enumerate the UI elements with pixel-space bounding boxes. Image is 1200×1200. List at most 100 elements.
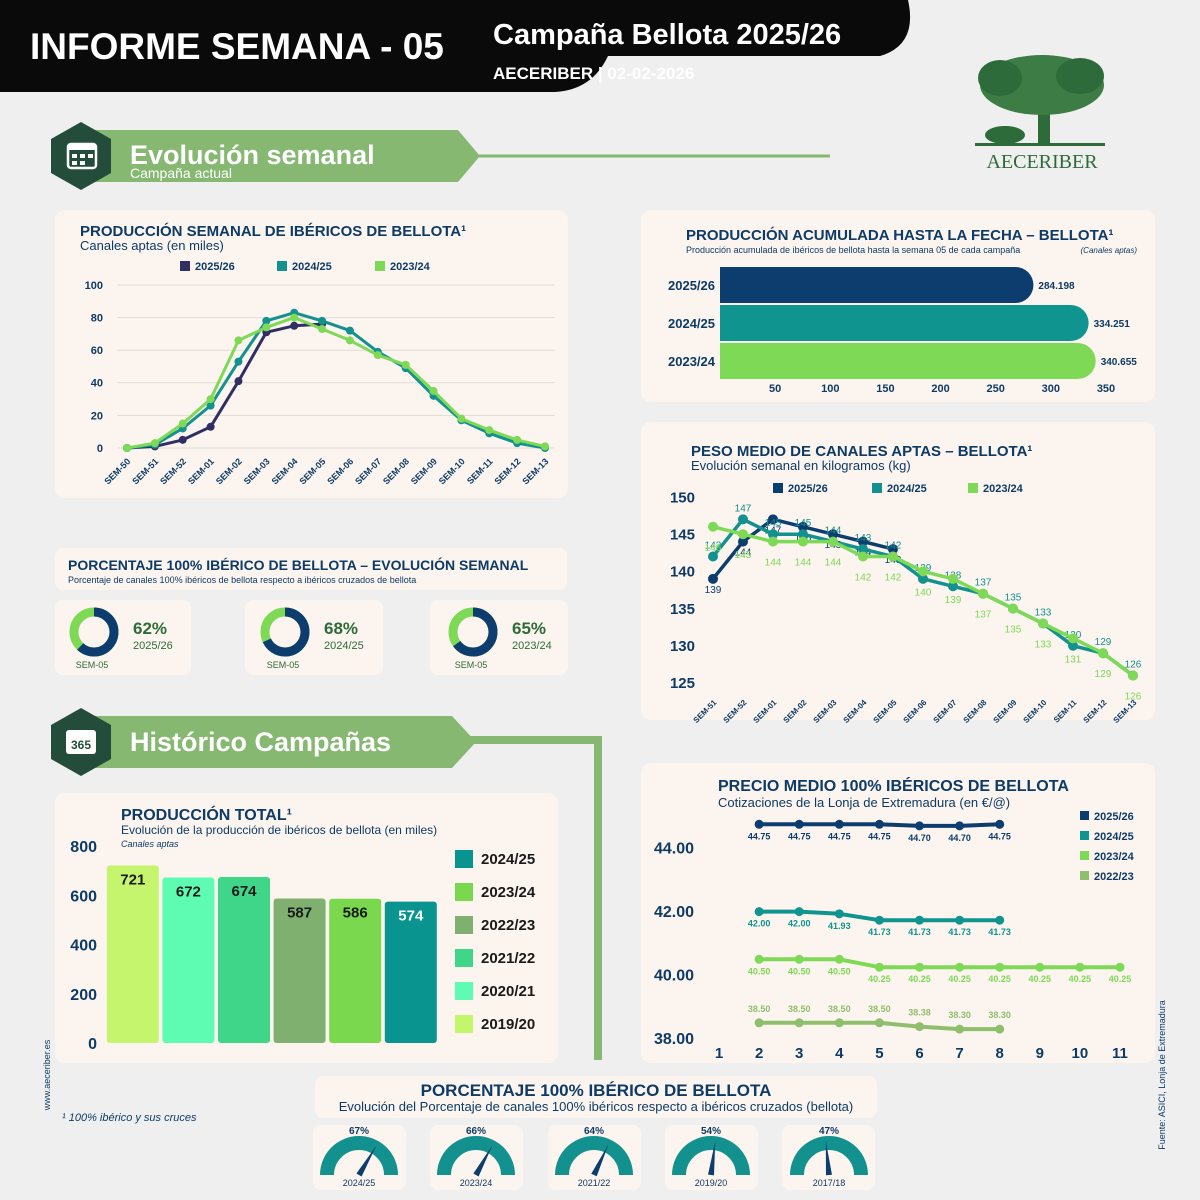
data-label: 67% xyxy=(349,1126,369,1137)
chart-subtitle: Producción acumulada de ibéricos de bell… xyxy=(686,245,1020,255)
x-tick-label: 11 xyxy=(1112,1045,1128,1062)
data-label: 68% xyxy=(324,619,358,638)
y-tick-label: 20 xyxy=(91,410,103,422)
data-point xyxy=(318,316,327,325)
legend-label: 2023/24 xyxy=(983,483,1024,495)
data-point xyxy=(485,426,494,435)
data-point xyxy=(915,915,924,925)
data-label: 41.73 xyxy=(988,927,1011,937)
legend-swatch xyxy=(455,982,473,1000)
data-point xyxy=(798,536,808,547)
y-tick-label: 40 xyxy=(91,378,103,390)
data-point xyxy=(888,544,898,555)
y-tick-label: 42.00 xyxy=(654,904,694,921)
data-point xyxy=(345,336,354,345)
legend-swatch xyxy=(180,261,190,271)
section-line xyxy=(470,736,602,1060)
data-point xyxy=(768,536,778,547)
data-point xyxy=(1128,670,1138,681)
bar xyxy=(106,865,159,1043)
legend-label: 2020/21 xyxy=(481,983,535,1000)
data-label: 126 xyxy=(1125,692,1142,703)
legend-swatch xyxy=(1080,871,1089,880)
data-label: 44.75 xyxy=(868,831,891,841)
legend-swatch xyxy=(1080,831,1089,840)
data-point xyxy=(948,581,958,592)
data-label: 144 xyxy=(735,548,752,559)
data-label: 42.00 xyxy=(788,919,811,929)
data-label: 47% xyxy=(819,1126,839,1137)
calendar-cell xyxy=(72,154,77,158)
legend-swatch xyxy=(872,483,882,493)
data-point xyxy=(794,954,804,964)
data-point xyxy=(768,529,778,540)
data-label: 40.25 xyxy=(1029,974,1052,984)
week-label: SEM-05 xyxy=(455,660,488,670)
tree-crown xyxy=(978,60,1022,96)
data-point xyxy=(123,444,131,452)
gauge-arc xyxy=(790,1136,868,1176)
y-tick-label: 600 xyxy=(70,888,97,905)
data-label: 147 xyxy=(735,503,752,514)
card xyxy=(430,1125,523,1190)
data-label: 40.25 xyxy=(1109,974,1132,984)
data-label: 144 xyxy=(825,526,842,537)
bar xyxy=(720,305,1089,341)
data-label: 142 xyxy=(885,541,902,552)
card xyxy=(641,422,1155,720)
data-label: 144 xyxy=(795,558,812,569)
data-label: 42.00 xyxy=(748,919,771,929)
category-label: 2023/24 xyxy=(460,1178,493,1188)
data-point xyxy=(708,573,718,584)
data-label: 38.30 xyxy=(948,1010,971,1020)
data-point xyxy=(955,1024,965,1034)
data-point xyxy=(401,360,410,369)
data-point xyxy=(178,419,187,428)
data-point xyxy=(918,566,928,577)
data-point xyxy=(206,401,215,410)
data-point xyxy=(345,326,354,335)
y-tick-label: 0 xyxy=(97,443,103,455)
data-point xyxy=(858,544,868,555)
data-label: 140 xyxy=(915,587,932,598)
section-title: Evolución semanal xyxy=(130,140,375,170)
data-point xyxy=(1068,640,1078,651)
legend-swatch xyxy=(773,483,783,493)
data-label: 137 xyxy=(975,578,992,589)
legend-label: 2024/25 xyxy=(887,483,927,495)
y-tick-label: 400 xyxy=(70,938,97,955)
header-band xyxy=(0,0,911,92)
y-tick-label: 140 xyxy=(670,564,695,581)
data-label: 144 xyxy=(765,558,782,569)
data-point xyxy=(995,1024,1005,1034)
week-label: SEM-05 xyxy=(76,660,109,670)
category-label: 2019/20 xyxy=(695,1178,728,1188)
category-label: 2023/24 xyxy=(668,354,716,369)
data-point xyxy=(1075,962,1085,972)
legend-label: 2023/24 xyxy=(481,884,536,901)
data-label: 139 xyxy=(945,595,962,606)
data-label: 44.75 xyxy=(988,831,1011,841)
data-point xyxy=(995,819,1005,829)
card xyxy=(315,1076,877,1118)
x-tick-label: 300 xyxy=(1042,383,1060,395)
category-label: 2024/25 xyxy=(343,1178,376,1188)
legend-swatch xyxy=(455,916,473,934)
chart-subtitle: Evolución semanal en kilogramos (kg) xyxy=(691,458,911,473)
card xyxy=(55,210,568,498)
legend-swatch xyxy=(277,261,287,271)
tree-crown xyxy=(1056,58,1104,94)
data-label: 66% xyxy=(466,1126,486,1137)
data-point xyxy=(874,1018,884,1028)
data-label: 44.70 xyxy=(948,833,971,843)
x-tick-label: 5 xyxy=(875,1045,883,1062)
legend-swatch xyxy=(455,1015,473,1033)
card xyxy=(55,600,191,675)
legend-label: 2023/24 xyxy=(1094,851,1135,863)
data-point xyxy=(828,536,838,547)
logo-tree xyxy=(975,55,1105,146)
data-label: 133 xyxy=(1035,607,1052,618)
data-label: 40.50 xyxy=(828,966,851,976)
data-label: 143 xyxy=(855,533,872,544)
